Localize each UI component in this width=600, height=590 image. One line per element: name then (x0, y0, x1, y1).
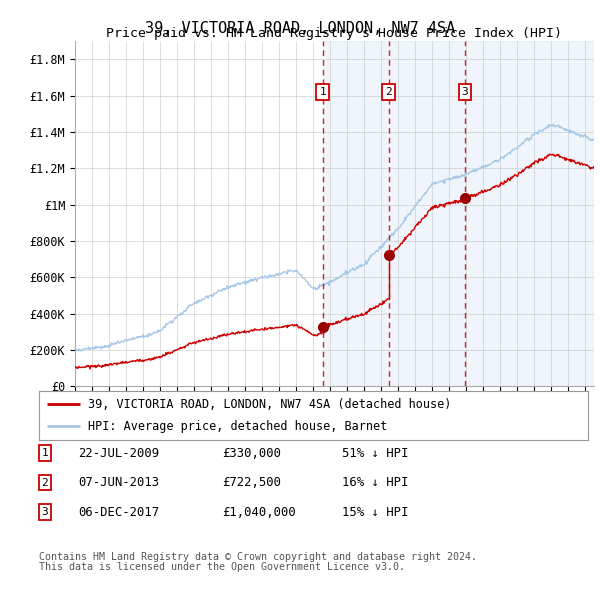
Text: 15% ↓ HPI: 15% ↓ HPI (342, 506, 409, 519)
Title: Price paid vs. HM Land Registry's House Price Index (HPI): Price paid vs. HM Land Registry's House … (107, 27, 563, 40)
Text: £330,000: £330,000 (222, 447, 281, 460)
Text: £1,040,000: £1,040,000 (222, 506, 296, 519)
Text: 16% ↓ HPI: 16% ↓ HPI (342, 476, 409, 489)
Text: 39, VICTORIA ROAD, LONDON, NW7 4SA (detached house): 39, VICTORIA ROAD, LONDON, NW7 4SA (deta… (88, 398, 452, 411)
Text: 2: 2 (41, 478, 49, 487)
Text: £722,500: £722,500 (222, 476, 281, 489)
Text: 22-JUL-2009: 22-JUL-2009 (78, 447, 159, 460)
Text: 3: 3 (41, 507, 49, 517)
Text: 39, VICTORIA ROAD, LONDON, NW7 4SA: 39, VICTORIA ROAD, LONDON, NW7 4SA (145, 21, 455, 35)
Text: 1: 1 (319, 87, 326, 97)
Text: 07-JUN-2013: 07-JUN-2013 (78, 476, 159, 489)
Text: HPI: Average price, detached house, Barnet: HPI: Average price, detached house, Barn… (88, 420, 388, 433)
Text: 1: 1 (41, 448, 49, 458)
Text: Contains HM Land Registry data © Crown copyright and database right 2024.: Contains HM Land Registry data © Crown c… (39, 552, 477, 562)
Text: 51% ↓ HPI: 51% ↓ HPI (342, 447, 409, 460)
Bar (323, 41, 594, 386)
Text: 3: 3 (461, 87, 469, 97)
Text: This data is licensed under the Open Government Licence v3.0.: This data is licensed under the Open Gov… (39, 562, 405, 572)
Text: 06-DEC-2017: 06-DEC-2017 (78, 506, 159, 519)
Text: 2: 2 (385, 87, 392, 97)
